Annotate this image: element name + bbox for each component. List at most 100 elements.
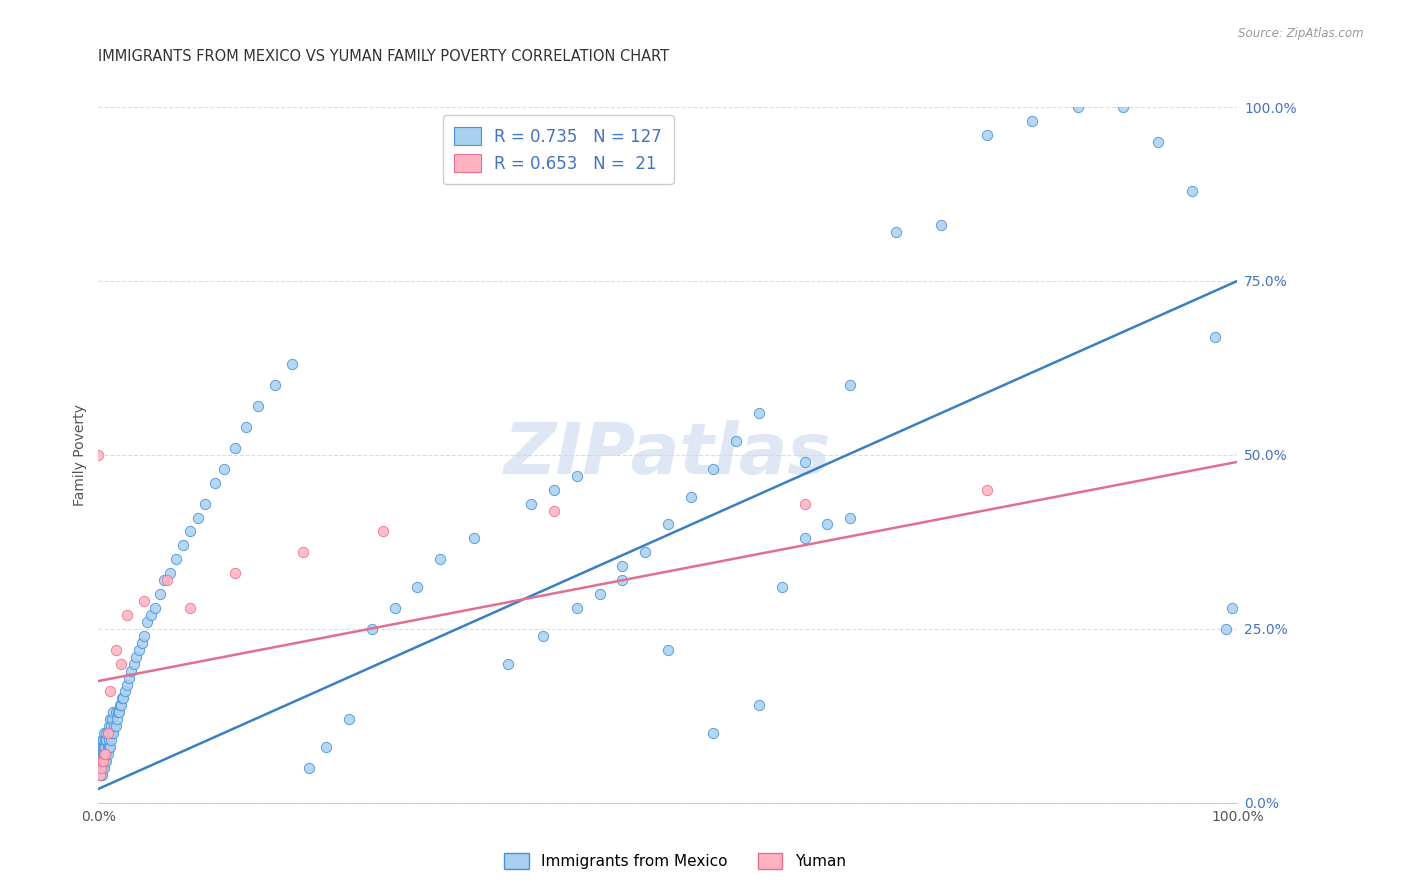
Point [929, 219, 952, 233]
Point [114, 684, 136, 698]
Point [90, 733, 112, 747]
Point [104, 642, 127, 657]
Point [94, 754, 117, 768]
Point [96, 726, 118, 740]
Point [90, 747, 112, 761]
Point [793, 497, 815, 511]
Point [93, 747, 115, 761]
Point [90, 754, 112, 768]
Point [104, 706, 127, 720]
Point [132, 594, 155, 608]
Point [1112, 100, 1135, 114]
Point [107, 706, 129, 720]
Point [139, 607, 162, 622]
Point [90, 740, 112, 755]
Point [132, 629, 155, 643]
Point [93, 747, 115, 761]
Point [94, 747, 117, 761]
Point [1204, 329, 1226, 343]
Point [793, 532, 815, 546]
Point [115, 677, 138, 691]
Point [91, 754, 114, 768]
Point [108, 706, 131, 720]
Point [612, 559, 634, 574]
Point [839, 510, 862, 524]
Point [292, 545, 315, 559]
Point [235, 420, 257, 434]
Point [96, 733, 118, 747]
Point [108, 698, 131, 713]
Point [89, 754, 111, 768]
Point [122, 657, 145, 671]
Point [103, 726, 125, 740]
Point [565, 468, 588, 483]
Point [634, 545, 657, 559]
Point [884, 225, 907, 239]
Point [89, 768, 111, 782]
Point [91, 733, 114, 747]
Point [839, 378, 862, 392]
Point [94, 747, 117, 761]
Point [384, 601, 406, 615]
Point [93, 740, 115, 755]
Point [96, 726, 118, 740]
Point [204, 475, 226, 490]
Point [1146, 135, 1168, 149]
Point [98, 684, 121, 698]
Point [96, 740, 118, 755]
Point [94, 740, 117, 755]
Point [246, 399, 269, 413]
Point [264, 378, 287, 392]
Point [97, 719, 120, 733]
Point [128, 642, 150, 657]
Text: ZIPatlas: ZIPatlas [505, 420, 831, 490]
Point [520, 497, 543, 511]
Point [748, 406, 770, 420]
Point [224, 441, 246, 455]
Point [103, 719, 125, 733]
Point [90, 761, 112, 775]
Point [815, 517, 838, 532]
Point [337, 712, 360, 726]
Point [103, 706, 125, 720]
Point [87, 448, 110, 462]
Point [679, 490, 702, 504]
Point [612, 573, 634, 587]
Point [976, 128, 998, 142]
Point [136, 615, 159, 629]
Legend: R = 0.735   N = 127, R = 0.653   N =  21: R = 0.735 N = 127, R = 0.653 N = 21 [443, 115, 673, 185]
Point [748, 698, 770, 713]
Point [543, 503, 565, 517]
Point [91, 761, 114, 775]
Point [93, 754, 115, 768]
Point [90, 761, 112, 775]
Point [1067, 100, 1090, 114]
Point [89, 761, 111, 775]
Point [89, 768, 111, 782]
Point [91, 740, 114, 755]
Point [91, 747, 114, 761]
Point [93, 761, 115, 775]
Point [793, 455, 815, 469]
Point [90, 754, 112, 768]
Point [90, 768, 112, 782]
Point [702, 462, 724, 476]
Point [165, 552, 187, 566]
Point [93, 726, 115, 740]
Point [98, 740, 121, 755]
Legend: Immigrants from Mexico, Yuman: Immigrants from Mexico, Yuman [498, 847, 852, 875]
Text: IMMIGRANTS FROM MEXICO VS YUMAN FAMILY POVERTY CORRELATION CHART: IMMIGRANTS FROM MEXICO VS YUMAN FAMILY P… [98, 49, 669, 64]
Point [657, 517, 679, 532]
Point [315, 740, 337, 755]
Point [179, 601, 201, 615]
Point [543, 483, 565, 497]
Point [131, 636, 153, 650]
Point [149, 587, 172, 601]
Point [153, 573, 176, 587]
Y-axis label: Family Poverty: Family Poverty [73, 404, 87, 506]
Point [112, 691, 135, 706]
Point [100, 733, 122, 747]
Point [125, 649, 148, 664]
Point [298, 761, 321, 775]
Point [531, 629, 554, 643]
